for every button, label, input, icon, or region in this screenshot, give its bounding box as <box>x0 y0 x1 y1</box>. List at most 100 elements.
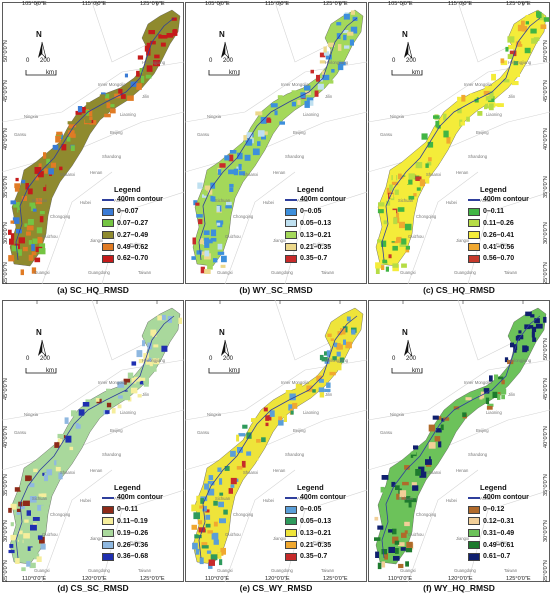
province-label: Inner Mongolia <box>98 82 126 87</box>
raster-cell <box>484 86 491 93</box>
raster-cell <box>26 475 32 481</box>
latitude-label: 50°0'0"N <box>543 40 549 62</box>
legend-class-row: 0.12–0.31 <box>468 516 546 528</box>
legend-class-label: 0.26–0.36 <box>117 541 149 549</box>
latitude-label: 40°0'0"N <box>543 426 549 448</box>
legend-class-row: 0.05–0.13 <box>285 218 363 230</box>
raster-cell <box>16 249 22 256</box>
north-arrow-icon: N <box>26 30 66 80</box>
raster-cell <box>11 245 18 252</box>
raster-cell <box>65 435 72 443</box>
province-label: Guangxi <box>34 568 50 573</box>
legend-title: Legend <box>114 185 141 194</box>
raster-cell <box>533 37 540 41</box>
province-label: Fujian <box>130 540 142 545</box>
province-label: Guizhou <box>225 234 241 239</box>
raster-cell <box>131 378 137 384</box>
raster-cell <box>75 110 82 115</box>
raster-cell <box>496 379 502 386</box>
province-boundaries <box>368 2 550 284</box>
province-label: Hubei <box>80 498 91 503</box>
raster-cell <box>34 553 40 560</box>
raster-cell <box>89 116 93 121</box>
province-label: Guizhou <box>42 532 58 537</box>
raster-cell <box>35 198 43 205</box>
legend-class-row: 0.49–0.61 <box>468 539 546 551</box>
raster-cell <box>543 316 547 323</box>
raster-cell <box>21 195 27 201</box>
raster-cell <box>106 102 111 109</box>
raster-cell <box>407 179 413 185</box>
raster-cell <box>18 260 23 264</box>
legend-contour-row: 400m contour <box>468 492 546 504</box>
legend-title: Legend <box>297 185 324 194</box>
raster-cell <box>392 210 397 217</box>
raster-cell <box>393 556 400 561</box>
raster-cell <box>202 505 207 512</box>
scale-bar <box>25 368 57 374</box>
province-label: Ningxia <box>24 114 38 119</box>
raster-cell <box>462 412 467 417</box>
raster-cell <box>195 548 200 555</box>
raster-cell <box>127 372 134 379</box>
raster-cell <box>536 11 542 18</box>
raster-cell <box>150 40 156 45</box>
raster-cell <box>137 394 142 398</box>
province-label: Heilongjiang <box>142 60 166 65</box>
raster-cell <box>252 430 259 437</box>
province-label: Anhui <box>480 496 491 501</box>
province-label: Chongqing <box>233 214 254 219</box>
raster-cell <box>219 492 224 496</box>
raster-cell <box>201 545 209 549</box>
legend-class-row: 0.56–0.70 <box>468 253 546 265</box>
raster-cell <box>236 466 243 470</box>
legend-contour-label: 400m contour <box>117 196 163 204</box>
raster-cell <box>46 158 50 165</box>
map-panel: Heilongjiang Jilin Inner Mongolia Liaoning N… <box>2 300 184 596</box>
raster-cell <box>380 486 385 493</box>
province-label: Anhui <box>114 198 125 203</box>
raster-cell <box>342 30 349 34</box>
legend-contour-row: 400m contour <box>285 492 363 504</box>
raster-cell <box>200 266 205 274</box>
raster-cell <box>14 186 20 192</box>
raster-cell <box>38 248 46 255</box>
raster-cell <box>243 135 248 141</box>
raster-cell <box>160 42 166 47</box>
raster-cell <box>457 108 462 114</box>
contour-400m-line <box>15 315 175 559</box>
raster-cell <box>260 117 267 124</box>
raster-cell <box>316 375 320 381</box>
raster-cell <box>399 490 407 498</box>
study-area-belt <box>375 307 547 565</box>
raster-cell <box>398 542 405 547</box>
raster-cell <box>278 416 282 421</box>
raster-cell <box>278 419 284 426</box>
rmsd-raster <box>191 315 357 569</box>
raster-cell <box>283 415 287 422</box>
longitude-label: 110°0'0"E <box>388 576 413 582</box>
raster-cell <box>246 432 252 439</box>
study-area-belt <box>9 307 181 565</box>
raster-cell <box>508 45 515 50</box>
raster-cell <box>435 428 442 433</box>
province-label: Jilin <box>508 94 516 99</box>
raster-cell <box>497 103 504 107</box>
legend-class-row: 0–0.07 <box>102 206 180 218</box>
raster-cell <box>30 547 34 554</box>
legend-title: Legend <box>114 483 141 492</box>
raster-cell <box>338 61 346 66</box>
raster-cell <box>67 130 75 137</box>
raster-cell <box>404 496 411 503</box>
raster-cell <box>398 173 404 180</box>
raster-cell <box>10 503 17 510</box>
raster-cell <box>104 113 111 118</box>
raster-cell <box>332 356 337 361</box>
raster-cell <box>213 521 218 527</box>
legend-swatch <box>468 517 480 526</box>
raster-cell <box>419 471 427 478</box>
raster-cell <box>457 409 462 415</box>
scale-unit: km <box>412 70 420 76</box>
province-label: Gansu <box>197 430 210 435</box>
legend-contour-row: 400m contour <box>468 194 546 206</box>
